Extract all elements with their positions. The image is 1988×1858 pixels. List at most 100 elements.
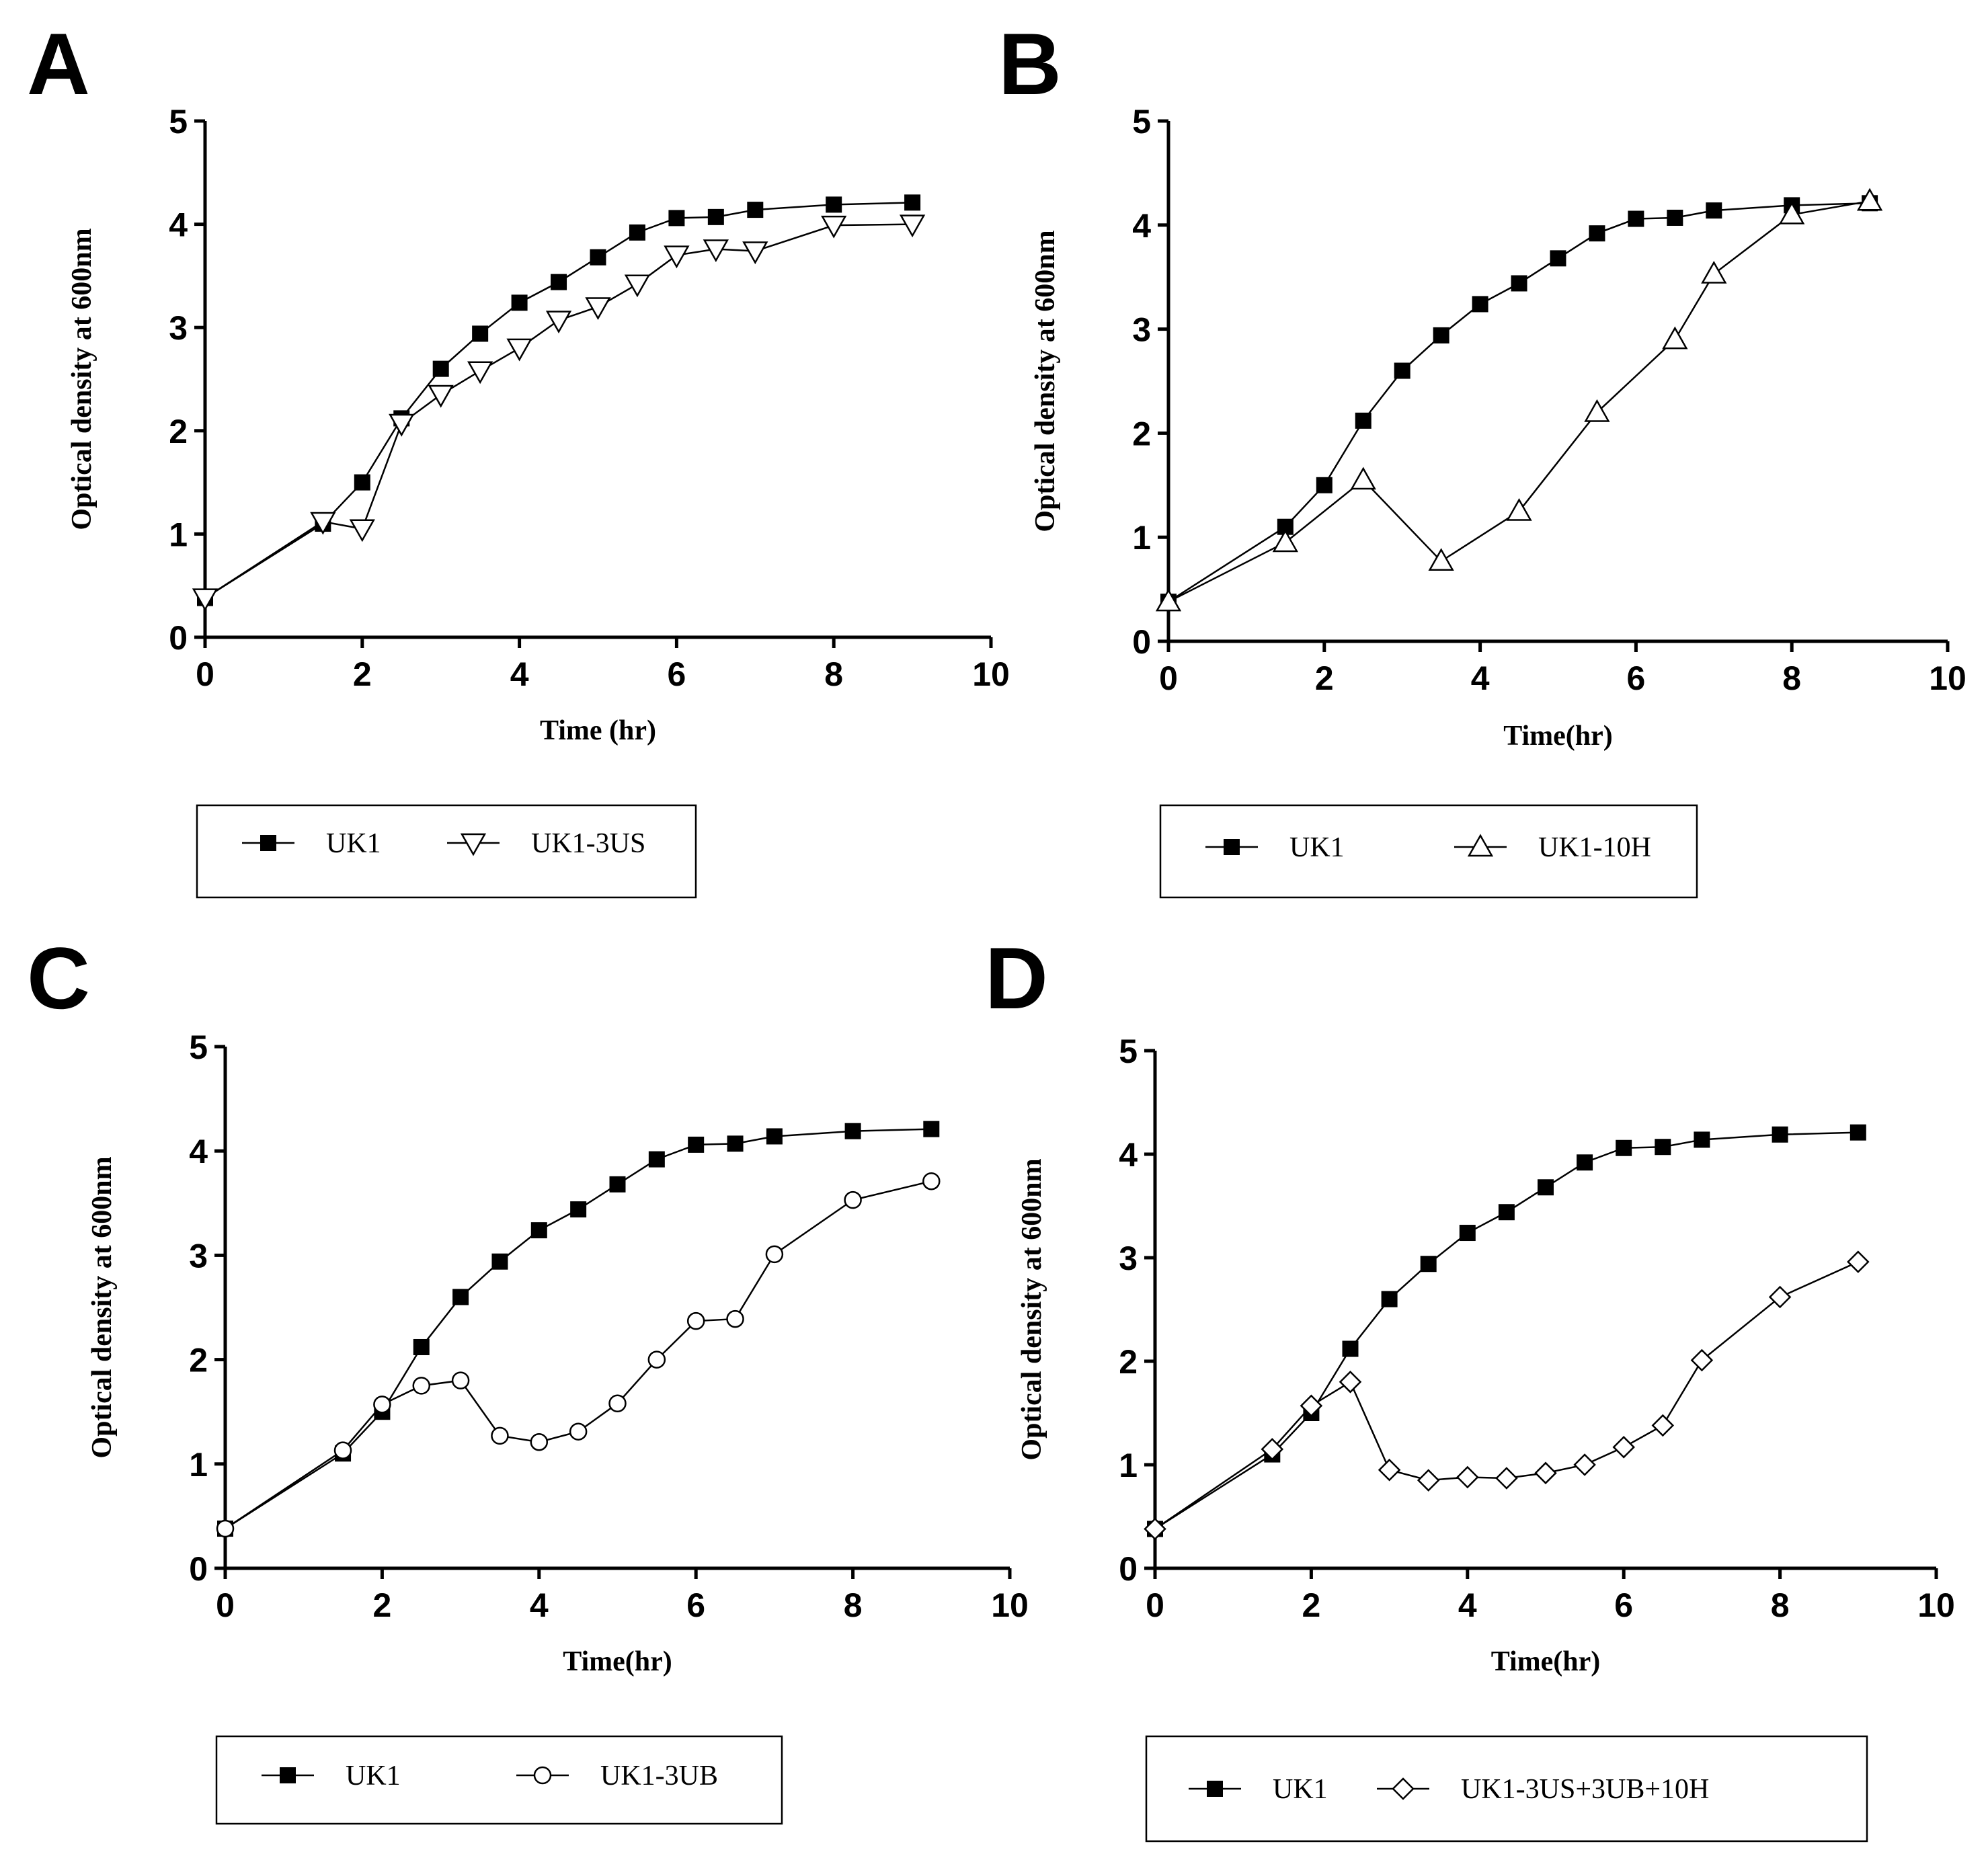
legend-marker <box>1224 839 1240 855</box>
y-tick-label: 5 <box>1119 1033 1138 1070</box>
data-point <box>530 1222 547 1239</box>
y-tick-label: 5 <box>1132 103 1151 140</box>
y-tick-label: 1 <box>169 516 188 553</box>
panel-letter: C <box>27 929 90 1027</box>
data-point <box>747 202 764 218</box>
x-tick-label: 0 <box>196 655 214 693</box>
x-tick-label: 2 <box>1302 1586 1320 1624</box>
y-tick-label: 4 <box>169 206 188 244</box>
data-point <box>629 224 645 241</box>
x-tick-label: 4 <box>1471 659 1490 697</box>
data-point <box>609 1176 626 1193</box>
x-tick-label: 6 <box>1626 659 1645 697</box>
x-tick-label: 10 <box>1917 1586 1955 1624</box>
data-point <box>1272 529 1298 553</box>
data-point <box>1342 1340 1359 1357</box>
data-point <box>1316 477 1333 493</box>
legend-marker <box>533 1766 552 1785</box>
data-point <box>452 1289 469 1305</box>
data-point <box>844 1123 861 1139</box>
y-tick-label: 0 <box>169 619 188 657</box>
series-line <box>225 1128 932 1530</box>
data-point <box>668 210 685 227</box>
legend-marker <box>260 835 276 851</box>
data-point <box>333 1441 352 1459</box>
data-point <box>1355 412 1371 429</box>
y-axis-title: Optical density at 600nm <box>1030 230 1061 532</box>
x-tick-label: 2 <box>1315 659 1334 697</box>
y-tick-label: 3 <box>169 309 188 347</box>
y-tick-label: 1 <box>1132 519 1151 557</box>
legend: UK1 UK1-10H <box>1159 804 1698 899</box>
data-point <box>727 1135 744 1152</box>
chart-panel-a: A 0 2 4 6 8 10 0 1 2 3 4 5 Time (hr) Optical density a… <box>27 15 1010 899</box>
x-tick-label: 8 <box>824 655 843 693</box>
data-point <box>688 1136 705 1153</box>
data-point <box>506 338 532 362</box>
data-point <box>624 274 651 298</box>
data-point <box>1420 1256 1437 1273</box>
x-tick-label: 6 <box>667 655 686 693</box>
y-tick-label: 4 <box>1132 207 1151 245</box>
data-point <box>1847 1250 1870 1273</box>
data-point <box>1378 1458 1401 1482</box>
data-point <box>1339 1371 1362 1394</box>
y-tick-label: 4 <box>1119 1136 1138 1174</box>
data-point <box>1498 1204 1515 1221</box>
x-tick-label: 2 <box>353 655 372 693</box>
data-point <box>545 311 572 333</box>
data-point <box>1300 1394 1323 1417</box>
data-point <box>1577 1154 1593 1171</box>
x-tick-label: 2 <box>372 1586 391 1624</box>
legend-marker <box>1207 1781 1223 1797</box>
data-point <box>1144 1517 1166 1541</box>
data-point <box>1772 1126 1788 1143</box>
x-tick-label: 6 <box>1614 1586 1633 1624</box>
x-tick-label: 10 <box>972 655 1010 693</box>
y-tick-label: 4 <box>189 1133 208 1170</box>
legend-box <box>1159 804 1698 899</box>
data-point <box>1417 1469 1440 1492</box>
legend-label: UK1-3UB <box>600 1761 718 1791</box>
data-point <box>1628 210 1644 227</box>
data-point <box>1655 1139 1671 1156</box>
panel-letter: D <box>985 929 1048 1027</box>
legend-marker <box>1392 1777 1415 1800</box>
x-tick-label: 4 <box>510 655 529 693</box>
data-point <box>664 245 690 269</box>
data-point <box>1456 1465 1479 1489</box>
data-point <box>1701 261 1727 284</box>
legend: UK1 UK1-3US+3UB+10H <box>1145 1735 1868 1843</box>
data-point <box>1779 201 1805 225</box>
data-point <box>432 360 449 377</box>
data-point <box>1616 1139 1632 1156</box>
y-tick-label: 0 <box>1132 623 1151 661</box>
y-axis-title: Optical density at 600nm <box>67 228 97 530</box>
data-point <box>844 1190 862 1209</box>
data-point <box>1394 362 1410 379</box>
series-uk1 <box>197 194 921 606</box>
series-uk1 <box>217 1121 940 1537</box>
series-uk1-3us <box>192 214 926 612</box>
data-point <box>451 1371 470 1389</box>
legend-box <box>215 1735 783 1825</box>
data-point <box>1511 275 1527 292</box>
data-point <box>1690 1348 1714 1372</box>
data-point <box>472 325 489 342</box>
series-uk1-3ub <box>216 1172 941 1538</box>
data-point <box>1459 1225 1476 1242</box>
panel-letter: B <box>998 15 1062 113</box>
data-point <box>354 474 370 491</box>
legend-label: UK1 <box>1273 1774 1328 1805</box>
y-tick-label: 0 <box>1119 1550 1138 1588</box>
series-uk1 <box>1160 195 1878 610</box>
series-uk1-3us-3ub-10h <box>1144 1250 1870 1541</box>
legend-marker <box>460 833 487 856</box>
data-point <box>349 519 375 542</box>
data-point <box>686 1311 705 1330</box>
y-axis-title: Optical density at 600nm <box>1017 1158 1047 1460</box>
series-line <box>204 202 913 599</box>
data-point <box>1381 1291 1398 1307</box>
data-point <box>766 1128 783 1145</box>
